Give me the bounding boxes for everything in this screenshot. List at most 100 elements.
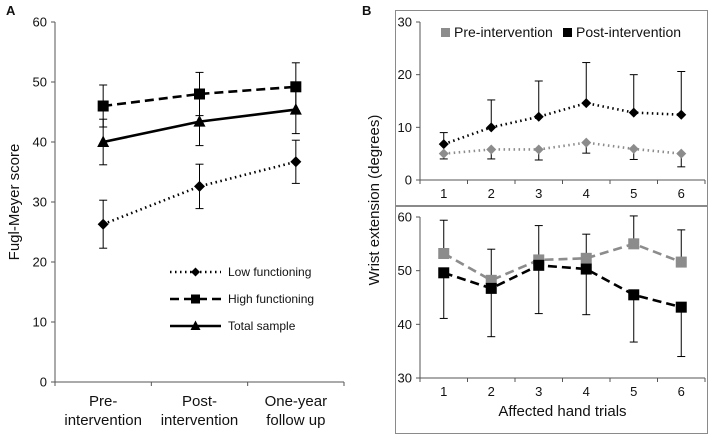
- legend-label: High functioning: [228, 292, 314, 306]
- y-tick-label: 10: [398, 120, 412, 135]
- x-axis-title: Affected hand trials: [498, 403, 626, 420]
- data-point: [97, 218, 109, 230]
- y-axis-title: Fugl-Meyer score: [6, 144, 23, 261]
- data-point: [486, 144, 497, 155]
- series-line: [443, 263, 682, 309]
- error-bar-upper: [534, 225, 543, 260]
- error-bar-lower: [487, 288, 496, 338]
- data-point: [194, 88, 205, 100]
- series-bottom-pre-intervention: [438, 215, 687, 286]
- panel-a-label: A: [6, 3, 16, 18]
- x-tick-label: Pre-: [89, 393, 117, 410]
- y-tick-label: 60: [398, 210, 412, 225]
- data-point: [628, 289, 640, 301]
- data-point: [438, 139, 449, 150]
- data-point: [676, 109, 687, 120]
- y-tick-label: 60: [33, 15, 47, 30]
- data-point: [290, 156, 302, 168]
- x-tick-label: 1: [440, 186, 447, 201]
- y-tick-label: 30: [398, 15, 412, 30]
- legend-marker: [190, 320, 201, 330]
- y-tick-label: 50: [398, 263, 412, 278]
- y-tick-label: 0: [40, 375, 47, 390]
- y-tick-label: 20: [33, 255, 47, 270]
- data-point: [438, 247, 450, 259]
- y-axis-title: Wrist extension (degrees): [366, 115, 383, 286]
- y-tick-label: 40: [398, 317, 412, 332]
- error-bar-lower: [534, 265, 543, 315]
- legend: Low functioning High functioning Total sam…: [170, 265, 314, 333]
- x-tick-label: 2: [488, 384, 495, 399]
- x-tick-label: 4: [583, 384, 590, 399]
- y-tick-label: 30: [33, 195, 47, 210]
- error-bar-lower: [582, 269, 591, 316]
- x-tick-label: 6: [678, 384, 685, 399]
- legend-marker: [191, 267, 200, 277]
- legend-label: Post-intervention: [576, 24, 681, 40]
- data-point: [581, 137, 592, 148]
- y-tick-label: 0: [405, 173, 412, 188]
- x-tick-label: 1: [440, 384, 447, 399]
- x-tick-label: 3: [535, 186, 542, 201]
- error-bar-lower: [439, 272, 448, 319]
- data-point: [676, 148, 687, 159]
- x-tick-label: intervention: [64, 412, 142, 429]
- data-point: [97, 135, 110, 147]
- error-bar-upper: [629, 74, 638, 113]
- legend-swatch: [441, 28, 450, 37]
- legend-label: Low functioning: [228, 265, 311, 279]
- panel-b-label: B: [362, 3, 371, 18]
- data-point: [628, 107, 639, 118]
- y-tick-label: 20: [398, 67, 412, 82]
- data-point: [675, 301, 687, 313]
- subplot-frame-bottom: [395, 206, 708, 434]
- data-point: [581, 98, 592, 109]
- series-top-post-intervention: [438, 62, 687, 150]
- x-tick-label: follow up: [266, 412, 325, 429]
- x-tick-label: 4: [583, 186, 590, 201]
- error-bar-lower: [629, 294, 638, 343]
- data-point: [97, 100, 109, 112]
- legend-label: Total sample: [228, 319, 296, 333]
- legend-swatch: [563, 28, 572, 37]
- data-point: [194, 180, 205, 192]
- error-bar-upper: [582, 62, 591, 104]
- data-point: [533, 144, 544, 155]
- series-top-pre-intervention: [438, 137, 687, 168]
- x-tick-label: 6: [678, 186, 685, 201]
- y-tick-label: 10: [33, 315, 47, 330]
- x-tick-label: Post-: [182, 393, 217, 410]
- legend-marker: [191, 294, 200, 304]
- data-point: [438, 148, 449, 159]
- error-bar-upper: [534, 80, 543, 117]
- y-tick-label: 50: [33, 75, 47, 90]
- data-point: [628, 143, 639, 154]
- data-point: [533, 259, 545, 271]
- error-bar-upper: [439, 219, 448, 254]
- series-line: [103, 85, 296, 108]
- data-point: [485, 282, 497, 294]
- data-point: [193, 115, 206, 127]
- data-point: [289, 103, 302, 115]
- y-tick-label: 40: [33, 135, 47, 150]
- x-tick-label: 2: [488, 186, 495, 201]
- series-line: [443, 242, 682, 282]
- data-point: [675, 256, 687, 268]
- data-point: [485, 274, 497, 286]
- series-bottom-post-intervention: [438, 259, 687, 358]
- y-tick-label: 30: [398, 371, 412, 386]
- series-low-functioning: [97, 139, 302, 249]
- x-tick-label: 5: [630, 186, 637, 201]
- data-point: [628, 238, 640, 250]
- series-line: [443, 101, 682, 146]
- data-point: [486, 122, 497, 133]
- x-tick-label: 3: [535, 384, 542, 399]
- panel-a-chart: 0 10 20 30 40 50 60 Pre-intervention Post-interv…: [6, 15, 345, 429]
- data-point: [533, 111, 544, 122]
- error-bar-lower: [677, 307, 686, 358]
- legend: Pre-intervention Post-intervention: [441, 24, 681, 40]
- data-point: [580, 252, 592, 264]
- x-tick-label: 5: [630, 384, 637, 399]
- data-point: [438, 267, 450, 279]
